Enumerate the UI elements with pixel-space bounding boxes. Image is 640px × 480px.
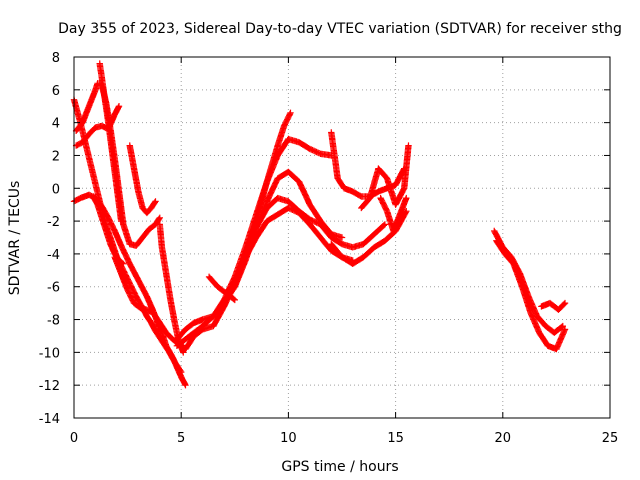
series-pass18 xyxy=(358,142,412,212)
y-tick-label-9: 4 xyxy=(52,117,60,132)
series-pass18-markers xyxy=(358,142,412,212)
plot-frame xyxy=(73,56,611,419)
x-tick-label-1: 5 xyxy=(177,431,185,446)
series-pass7-markers xyxy=(111,253,187,349)
series-pass8-markers xyxy=(126,142,159,217)
y-tick-label-3: -8 xyxy=(47,314,60,329)
series-pass13-markers xyxy=(205,273,238,304)
y-tick-label-6: -2 xyxy=(47,215,60,230)
series-pass15-markers xyxy=(242,194,389,258)
series-pass8 xyxy=(126,142,159,217)
x-tick-label-0: 0 xyxy=(70,431,78,446)
x-axis-label: GPS time / hours xyxy=(281,459,398,475)
y-tick-label-0: -14 xyxy=(39,412,60,427)
series-pass13 xyxy=(205,273,238,304)
series-pass22 xyxy=(538,299,569,313)
series-pass7 xyxy=(111,253,187,349)
series-pass19 xyxy=(377,194,410,235)
y-tick-label-4: -6 xyxy=(47,281,60,296)
series-pass15 xyxy=(242,194,389,258)
x-tick-label-2: 10 xyxy=(280,431,297,446)
series-pass11-markers xyxy=(173,109,294,343)
series-pass11 xyxy=(173,109,294,343)
y-tick-label-1: -12 xyxy=(39,379,60,394)
y-axis-label: SDTVAR / TECUs xyxy=(7,181,23,296)
x-axis-ticks: 0 5 10 15 20 25 xyxy=(70,57,618,446)
x-tick-label-5: 25 xyxy=(602,431,619,446)
y-tick-label-8: 2 xyxy=(52,149,60,164)
y-tick-label-10: 6 xyxy=(52,84,60,99)
series-pass21-markers xyxy=(493,237,569,353)
x-tick-label-3: 15 xyxy=(387,431,404,446)
y-axis-ticks: -14 -12 -10 -8 -6 -4 -2 0 2 4 6 8 xyxy=(39,51,610,427)
y-tick-label-7: 0 xyxy=(52,182,60,197)
x-tick-label-4: 20 xyxy=(495,431,512,446)
series-pass22-markers xyxy=(538,299,569,313)
y-tick-label-5: -4 xyxy=(47,248,60,263)
y-tick-label-11: 8 xyxy=(52,51,60,66)
series-pass19-markers xyxy=(377,194,410,235)
series-pass6-markers xyxy=(96,60,125,225)
data-points xyxy=(70,60,569,389)
series-pass21 xyxy=(493,237,569,353)
chart-title: Day 355 of 2023, Sidereal Day-to-day VTE… xyxy=(58,21,622,37)
y-tick-label-2: -10 xyxy=(39,346,60,361)
series-pass6 xyxy=(96,60,125,225)
